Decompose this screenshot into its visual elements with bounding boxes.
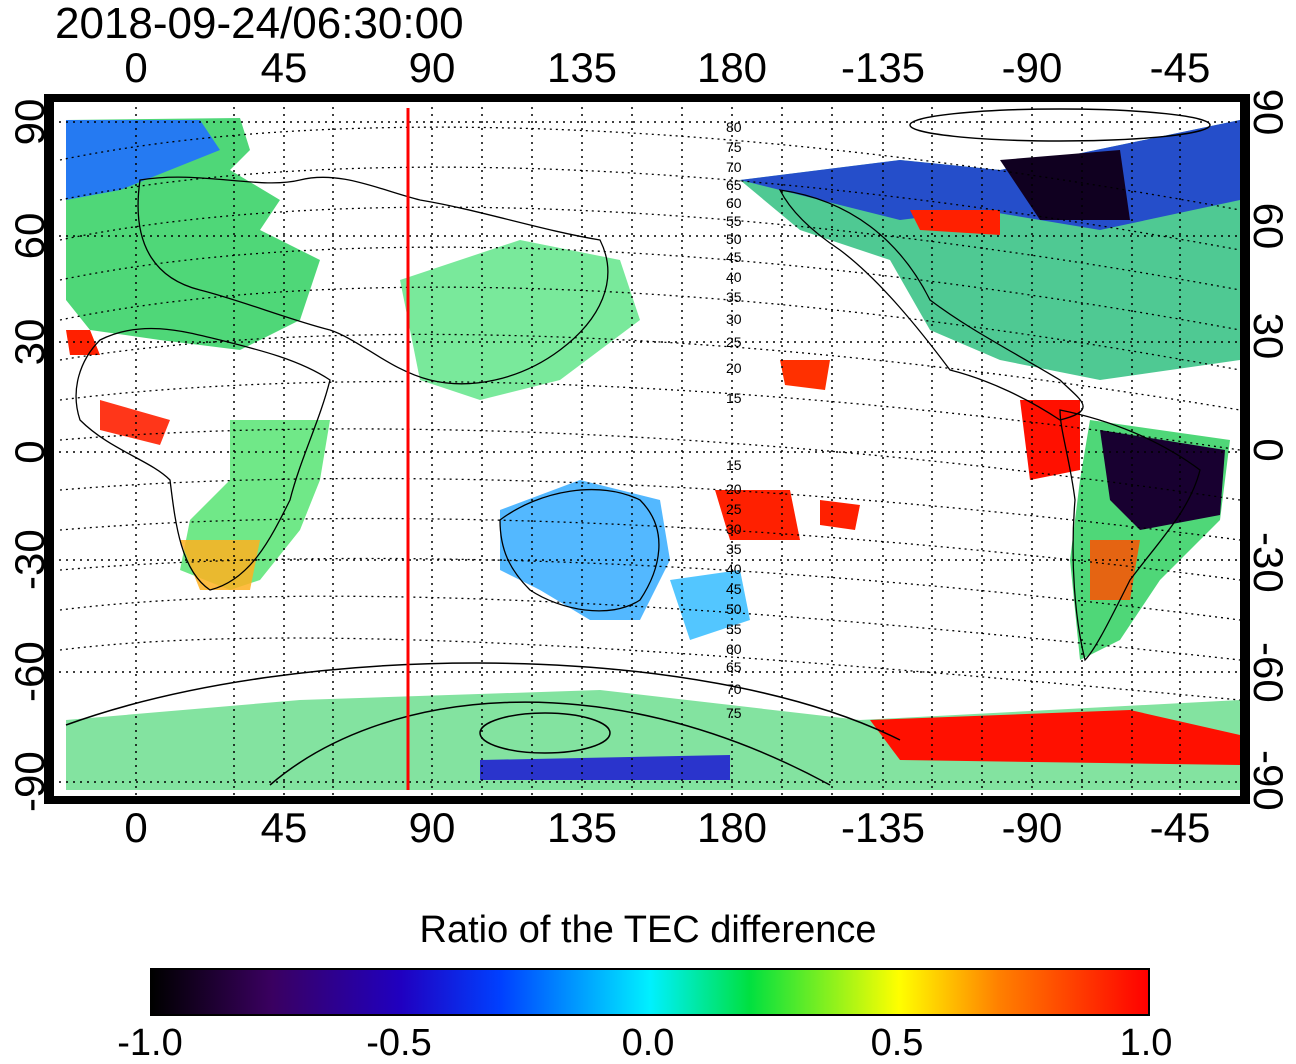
patch-west-africa-red xyxy=(100,400,170,445)
patch-pacific-red xyxy=(715,490,800,540)
bottom-lon-tick: 90 xyxy=(408,804,456,851)
mag-label: 75 xyxy=(726,705,742,721)
eurasia-coast xyxy=(137,176,609,385)
bottom-lon-tick: -135 xyxy=(840,804,926,851)
patch-nw-africa-red xyxy=(66,330,100,355)
patch-pacific-red-2 xyxy=(820,500,860,530)
patch-antarctic-blue xyxy=(480,755,730,780)
mag-label: 50 xyxy=(726,601,742,617)
top-lon-tick: 0 xyxy=(124,44,148,91)
magnetic-latitude-contours xyxy=(59,126,1241,701)
mag-label: 75 xyxy=(726,139,742,155)
map-top-edge xyxy=(52,94,1246,102)
top-lon-tick: -135 xyxy=(840,44,926,91)
patch-asia xyxy=(400,240,640,400)
bottom-lon-tick: 135 xyxy=(546,804,618,851)
mag-label: 30 xyxy=(726,311,742,327)
mag-label: 30 xyxy=(726,521,742,537)
top-lon-tick: -45 xyxy=(1149,44,1211,91)
colorbar-title: Ratio of the TEC difference xyxy=(419,909,877,951)
colorbar-tick: 1.0 xyxy=(1119,1022,1173,1064)
south-america-coast xyxy=(1059,409,1201,662)
mag-label: 45 xyxy=(726,249,742,265)
map-left-edge xyxy=(44,94,54,804)
bottom-lon-tick: 45 xyxy=(260,804,308,851)
magnetic-solid-contours xyxy=(65,108,1211,786)
top-lon-tick: 45 xyxy=(260,44,308,91)
mag-label: 25 xyxy=(726,334,742,350)
mag-label: 65 xyxy=(726,659,742,675)
top-lon-tick: -90 xyxy=(1001,44,1063,91)
patch-arctic-europe xyxy=(66,120,220,200)
patch-amazon-dark xyxy=(1100,430,1225,530)
bottom-lon-tick: 0 xyxy=(124,804,148,851)
patch-central-america-red xyxy=(1020,400,1080,480)
patch-south-africa xyxy=(180,540,260,590)
mag-label: 70 xyxy=(726,159,742,175)
mag-label: 80 xyxy=(726,119,742,135)
bottom-lon-tick: -90 xyxy=(1001,804,1063,851)
patch-australia xyxy=(500,480,670,620)
mag-label: 35 xyxy=(726,541,742,557)
colorbar-tick: -1.0 xyxy=(117,1022,183,1064)
mag-label: 55 xyxy=(726,213,742,229)
mag-label: 65 xyxy=(726,177,742,193)
australia-coast xyxy=(499,489,660,612)
map-timestamp: 2018-09-24/06:30:00 xyxy=(55,0,464,48)
mag-label: 60 xyxy=(726,641,742,657)
colorbar-tick: 0.5 xyxy=(870,1022,924,1064)
map-bottom-edge xyxy=(52,796,1246,804)
mag-label: 20 xyxy=(726,481,742,497)
patch-antarctic xyxy=(66,690,1240,790)
magnetic-labels: 80 75 70 65 60 55 50 45 40 35 30 25 20 1… xyxy=(726,119,742,721)
colorbar-tick: -0.5 xyxy=(366,1022,432,1064)
colorbar-tick: 0.0 xyxy=(621,1022,675,1064)
mag-label: 70 xyxy=(726,681,742,697)
map-grid xyxy=(52,100,1246,798)
north-america-coast xyxy=(778,189,1084,421)
tec-data-patches xyxy=(66,118,1240,790)
map-right-edge xyxy=(1240,94,1250,804)
tec-map: 80 75 70 65 60 55 50 45 40 35 30 25 20 1… xyxy=(44,94,1250,804)
top-lon-tick: 180 xyxy=(696,44,768,91)
bottom-lon-tick: 180 xyxy=(696,804,768,851)
top-lon-tick: 135 xyxy=(546,44,618,91)
top-lon-tick: 90 xyxy=(408,44,456,91)
mag-label: 60 xyxy=(726,195,742,211)
africa-coast xyxy=(75,327,331,591)
bottom-lon-tick: -45 xyxy=(1149,804,1211,851)
mag-label: 25 xyxy=(726,501,742,517)
mag-label: 20 xyxy=(726,360,742,376)
mag-label: 35 xyxy=(726,289,742,305)
patch-antarctic-red xyxy=(870,710,1240,765)
mag-label: 55 xyxy=(726,621,742,637)
patch-new-zealand xyxy=(670,570,750,640)
mag-label: 50 xyxy=(726,231,742,247)
coastlines xyxy=(75,176,1201,662)
mag-label: 15 xyxy=(726,390,742,406)
mag-label: 40 xyxy=(726,561,742,577)
patch-canada-red xyxy=(910,210,1000,235)
colorbar xyxy=(150,968,1150,1016)
patch-hudson-dark xyxy=(1000,150,1130,220)
patch-pacific-red-3 xyxy=(780,360,830,390)
mag-label: 40 xyxy=(726,269,742,285)
mag-label: 15 xyxy=(726,457,742,473)
mag-label: 45 xyxy=(726,581,742,597)
